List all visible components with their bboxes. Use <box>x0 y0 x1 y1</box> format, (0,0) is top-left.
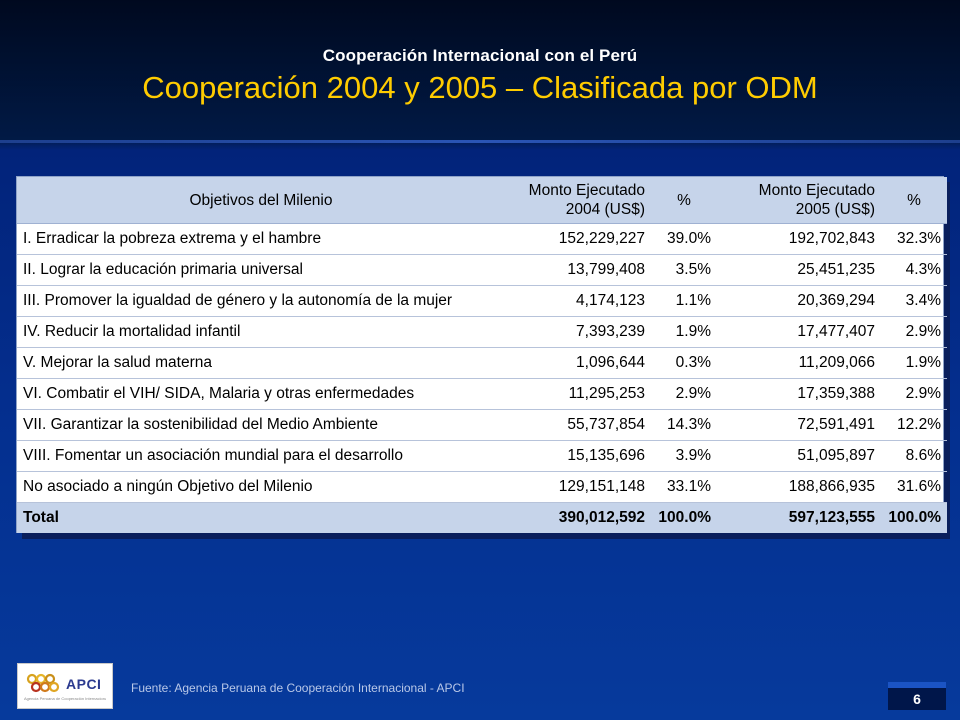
cell-pct-2005: 12.2% <box>881 409 947 441</box>
cell-amount-2004: 129,151,148 <box>505 471 651 503</box>
header-pct-2004: % <box>651 177 717 224</box>
cell-objective: V. Mejorar la salud materna <box>17 347 505 379</box>
cell-amount-2004: 15,135,696 <box>505 440 651 472</box>
cell-amount-2004: 4,174,123 <box>505 285 651 317</box>
header-objective: Objetivos del Milenio <box>17 177 505 224</box>
cell-objective: III. Promover la igualdad de género y la… <box>17 285 505 317</box>
table-row: III. Promover la igualdad de género y la… <box>17 285 947 317</box>
cell-pct-2005: 2.9% <box>881 378 947 410</box>
total-amount-2005: 597,123,555 <box>717 502 881 533</box>
cell-pct-2005: 3.4% <box>881 285 947 317</box>
cell-pct-2004: 3.5% <box>651 254 717 286</box>
cell-pct-2004: 33.1% <box>651 471 717 503</box>
cell-amount-2005: 51,095,897 <box>717 440 881 472</box>
apci-logo-icon <box>26 673 60 693</box>
logo-caption: Agencia Peruana de Cooperación Internaci… <box>24 696 106 701</box>
total-pct-2005: 100.0% <box>881 502 947 533</box>
apci-logo: APCI Agencia Peruana de Cooperación Inte… <box>17 663 113 709</box>
table-row: VIII. Fomentar un asociación mundial par… <box>17 440 947 472</box>
cell-amount-2005: 192,702,843 <box>717 223 881 255</box>
cell-amount-2004: 152,229,227 <box>505 223 651 255</box>
cell-amount-2004: 13,799,408 <box>505 254 651 286</box>
cell-objective: VIII. Fomentar un asociación mundial par… <box>17 440 505 472</box>
cell-objective: IV. Reducir la mortalidad infantil <box>17 316 505 348</box>
cell-amount-2005: 188,866,935 <box>717 471 881 503</box>
cell-amount-2004: 55,737,854 <box>505 409 651 441</box>
cell-amount-2004: 11,295,253 <box>505 378 651 410</box>
table-total-row: Total 390,012,592 100.0% 597,123,555 100… <box>17 502 947 533</box>
table-row: II. Lograr la educación primaria univers… <box>17 254 947 286</box>
cell-pct-2005: 32.3% <box>881 223 947 255</box>
cell-pct-2004: 39.0% <box>651 223 717 255</box>
source-note: Fuente: Agencia Peruana de Cooperación I… <box>131 681 465 695</box>
odm-table-container: Objetivos del Milenio Monto Ejecutado 20… <box>16 176 947 533</box>
cell-objective: No asociado a ningún Objetivo del Mileni… <box>17 471 505 503</box>
table-row: VI. Combatir el VIH/ SIDA, Malaria y otr… <box>17 378 947 410</box>
cell-amount-2005: 17,477,407 <box>717 316 881 348</box>
cell-pct-2005: 4.3% <box>881 254 947 286</box>
header-pct-2005: % <box>881 177 947 224</box>
cell-pct-2005: 8.6% <box>881 440 947 472</box>
cell-pct-2005: 1.9% <box>881 347 947 379</box>
cell-pct-2004: 1.1% <box>651 285 717 317</box>
slide-subtitle: Cooperación Internacional con el Perú <box>322 46 638 65</box>
cell-pct-2004: 3.9% <box>651 440 717 472</box>
page-number-bar <box>888 682 946 688</box>
cell-amount-2004: 7,393,239 <box>505 316 651 348</box>
header-amount-2005-line2: 2005 (US$) <box>795 201 875 218</box>
cell-pct-2005: 31.6% <box>881 471 947 503</box>
cell-pct-2004: 2.9% <box>651 378 717 410</box>
cell-objective: I. Erradicar la pobreza extrema y el ham… <box>17 223 505 255</box>
table-row: VII. Garantizar la sostenibilidad del Me… <box>17 409 947 441</box>
total-label: Total <box>17 502 505 533</box>
header-divider <box>0 140 960 143</box>
header-amount-2005-line1: Monto Ejecutado <box>758 182 875 199</box>
cell-pct-2004: 0.3% <box>651 347 717 379</box>
slide-title: Cooperación 2004 y 2005 – Clasificada po… <box>142 70 818 105</box>
cell-amount-2005: 11,209,066 <box>717 347 881 379</box>
cell-amount-2005: 25,451,235 <box>717 254 881 286</box>
table-header-row: Objetivos del Milenio Monto Ejecutado 20… <box>17 177 947 224</box>
header-amount-2005: Monto Ejecutado 2005 (US$) <box>717 177 881 224</box>
total-pct-2004: 100.0% <box>651 502 717 533</box>
cell-pct-2004: 1.9% <box>651 316 717 348</box>
cell-objective: VII. Garantizar la sostenibilidad del Me… <box>17 409 505 441</box>
header-amount-2004-line2: 2004 (US$) <box>565 201 645 218</box>
table-row: IV. Reducir la mortalidad infantil 7,393… <box>17 316 947 348</box>
odm-table: Objetivos del Milenio Monto Ejecutado 20… <box>17 177 947 533</box>
logo-text: APCI <box>66 676 102 692</box>
table-row: V. Mejorar la salud materna 1,096,644 0.… <box>17 347 947 379</box>
cell-amount-2005: 20,369,294 <box>717 285 881 317</box>
table-row: No asociado a ningún Objetivo del Mileni… <box>17 471 947 503</box>
cell-amount-2005: 17,359,388 <box>717 378 881 410</box>
page-number: 6 <box>888 688 946 710</box>
total-amount-2004: 390,012,592 <box>505 502 651 533</box>
table-row: I. Erradicar la pobreza extrema y el ham… <box>17 223 947 255</box>
header-amount-2004: Monto Ejecutado 2004 (US$) <box>505 177 651 224</box>
cell-pct-2005: 2.9% <box>881 316 947 348</box>
cell-objective: VI. Combatir el VIH/ SIDA, Malaria y otr… <box>17 378 505 410</box>
cell-amount-2005: 72,591,491 <box>717 409 881 441</box>
cell-amount-2004: 1,096,644 <box>505 347 651 379</box>
cell-objective: II. Lograr la educación primaria univers… <box>17 254 505 286</box>
header-band <box>0 0 960 142</box>
cell-pct-2004: 14.3% <box>651 409 717 441</box>
header-amount-2004-line1: Monto Ejecutado <box>528 182 645 199</box>
